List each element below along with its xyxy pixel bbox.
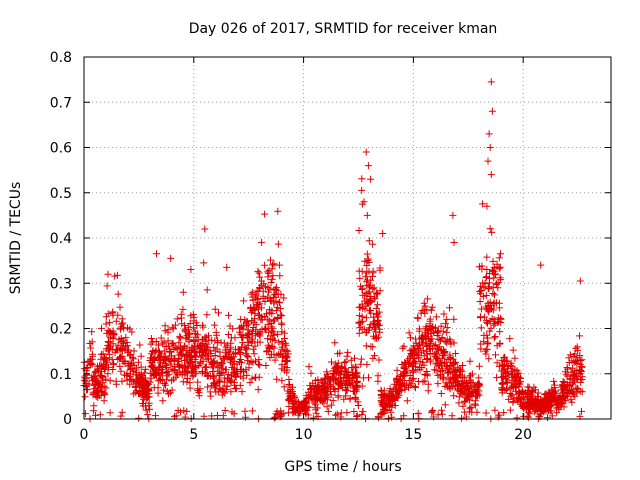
y-tick-label: 0.5 [50,186,72,202]
y-tick-label: 0.4 [50,231,72,247]
x-tick-label: 15 [404,427,422,443]
x-tick-label: 10 [295,427,313,443]
y-tick-label: 0.2 [50,322,72,338]
y-tick-label: 0.7 [50,95,72,111]
x-tick-label: 0 [80,427,89,443]
x-tick-label: 5 [189,427,198,443]
y-tick-label: 0 [63,412,72,428]
chart-title: Day 026 of 2017, SRMTID for receiver kma… [189,21,498,37]
y-tick-label: 0.6 [50,141,72,157]
x-axis-label: GPS time / hours [284,459,401,475]
y-axis-label: SRMTID / TECUs [8,182,24,295]
tick-labels: 0 0.1 0.2 0.3 0.4 0.5 0.6 0.7 0.8 0 5 10 15 20 [50,50,532,443]
grid-lines [84,57,611,419]
data-points [80,78,586,423]
y-tick-label: 0.8 [50,50,72,66]
axis-ticks [83,56,611,420]
y-tick-label: 0.3 [50,276,72,292]
y-tick-label: 0.1 [50,367,72,383]
x-tick-label: 20 [514,427,532,443]
series-points-srmtid [80,78,586,423]
